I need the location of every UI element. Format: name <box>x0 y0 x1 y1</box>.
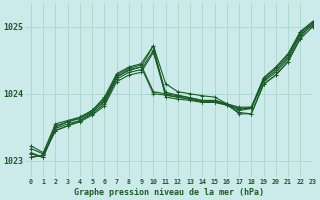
X-axis label: Graphe pression niveau de la mer (hPa): Graphe pression niveau de la mer (hPa) <box>74 188 264 197</box>
